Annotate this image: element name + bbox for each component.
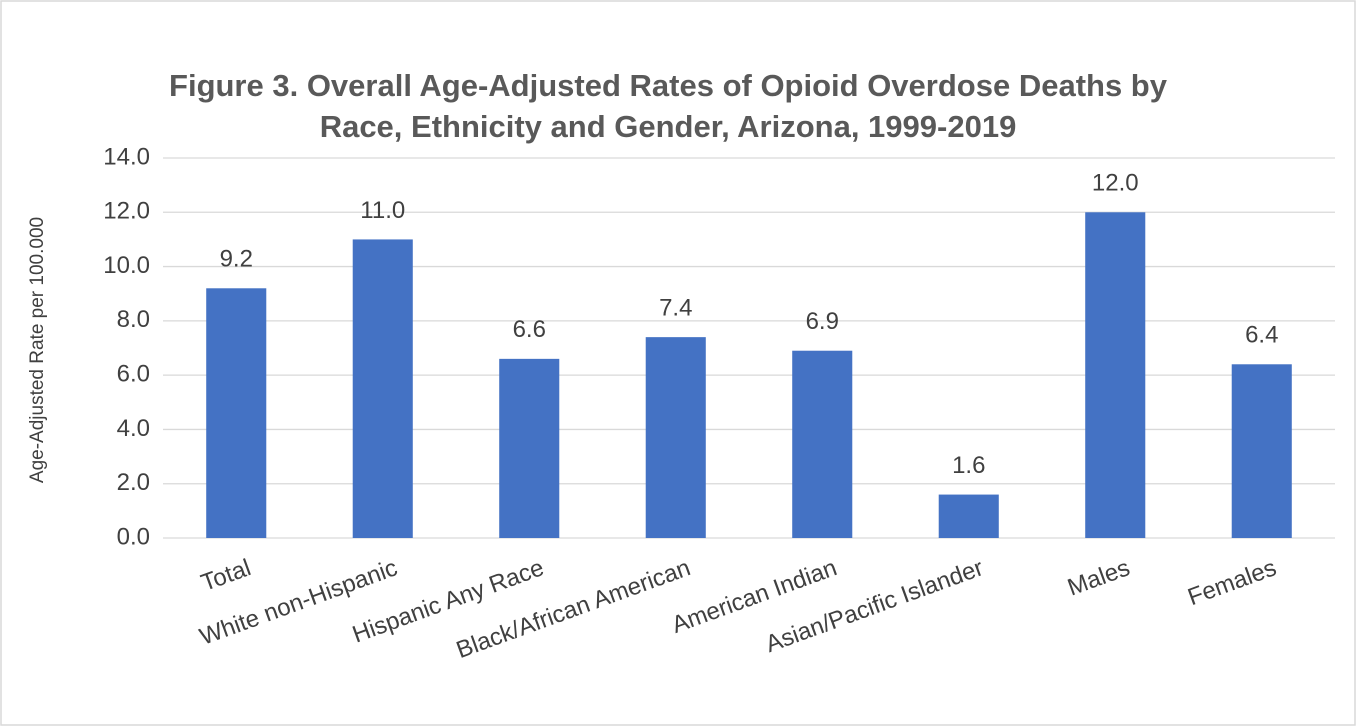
bar [352,239,413,538]
value-label: 7.4 [659,294,692,321]
y-tick-label: 2.0 [117,469,150,496]
bar [645,337,706,538]
bar [499,358,560,538]
y-tick-label: 12.0 [103,198,150,225]
value-label: 6.9 [806,308,839,335]
value-label: 11.0 [360,197,405,224]
value-label: 6.4 [1245,322,1278,349]
y-tick-label: 4.0 [117,415,150,442]
y-tick-label: 6.0 [117,360,150,387]
bar [206,288,267,538]
value-label: 6.6 [513,316,546,343]
value-label: 1.6 [952,452,985,479]
bar [938,494,999,538]
bar [1231,364,1292,538]
value-label: 9.2 [220,246,253,273]
chart-title: Race, Ethnicity and Gender, Arizona, 199… [320,109,1017,144]
bar [792,350,853,538]
chart-title: Figure 3. Overall Age-Adjusted Rates of … [169,68,1168,103]
y-tick-label: 14.0 [103,143,150,170]
y-axis-title: Age-Adjusted Rate per 100.000 [27,217,48,483]
y-tick-label: 10.0 [103,252,150,279]
y-tick-label: 8.0 [117,306,150,333]
bar [1085,212,1146,539]
y-tick-label: 0.0 [117,523,150,550]
value-label: 12.0 [1092,170,1139,197]
